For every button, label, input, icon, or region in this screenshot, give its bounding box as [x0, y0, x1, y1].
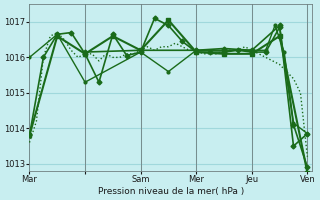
- X-axis label: Pression niveau de la mer( hPa ): Pression niveau de la mer( hPa ): [98, 187, 244, 196]
